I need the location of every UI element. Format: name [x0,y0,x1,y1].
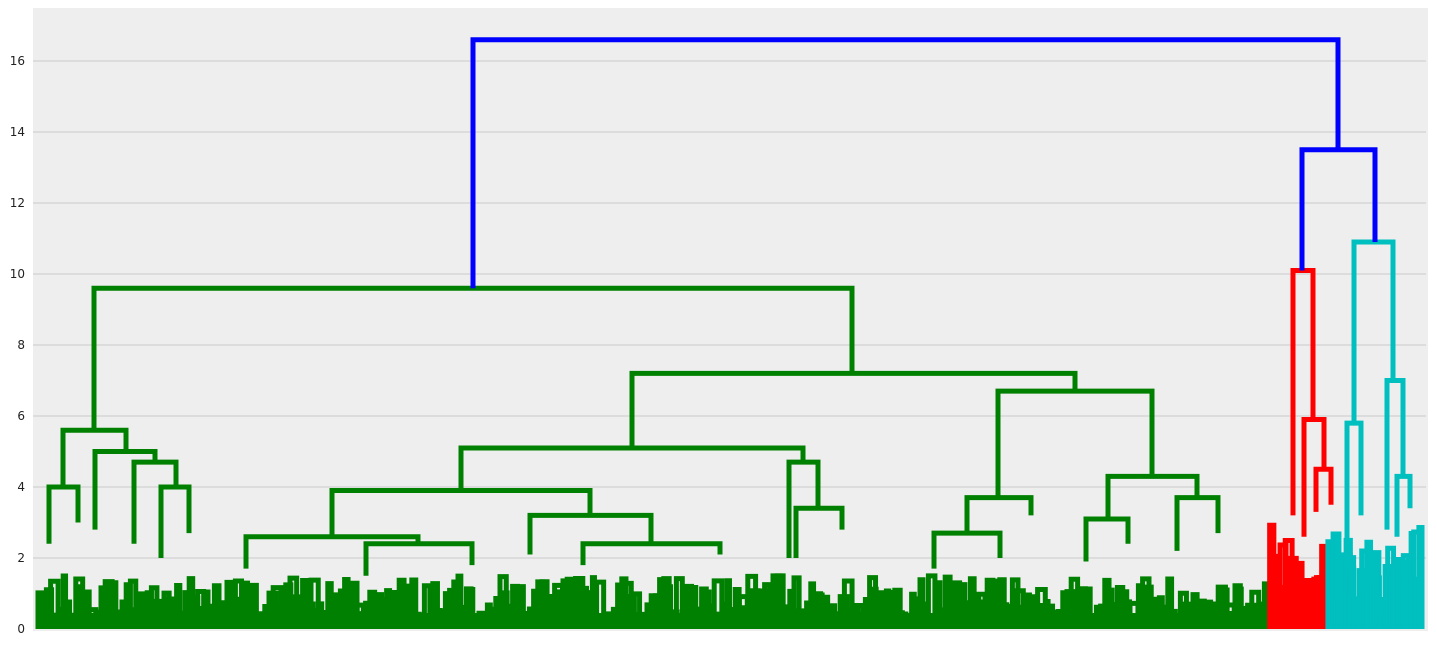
cluster-link-19 [1083,516,1131,562]
leaf-merge [518,584,526,629]
leaf-merge [934,580,943,629]
leaf-merge [1319,543,1328,629]
leaf-merge [791,575,802,629]
leaf-merge [455,573,464,629]
leaf-merge [1022,592,1032,629]
leaf-merge [841,578,855,629]
top-link-red-cyan [1299,147,1378,271]
cluster-link-14 [793,505,845,558]
y-tick-label-16: 16 [10,54,25,68]
cluster-link-1 [60,427,129,487]
cluster-link-7 [458,445,806,491]
cluster-link-18 [1105,473,1200,519]
plot-background [33,8,1428,631]
cluster-link-10 [363,541,475,576]
cluster-link-27 [1394,473,1413,537]
leaf-merge [892,587,903,629]
leaf-merge [371,592,385,629]
leaf-cluster-green [35,573,1270,629]
leaf-merge [48,578,61,629]
leaf-merge [1261,581,1270,629]
leaf-merge [1190,592,1200,629]
leaf-merge [174,582,183,629]
cluster-link-26 [1384,378,1406,530]
cluster-link-17 [931,530,1003,569]
leaf-merge [127,578,139,629]
y-tick-label-0: 0 [17,622,25,636]
leaf-merge [241,580,251,629]
y-tick-label-12: 12 [10,196,25,210]
leaf-merge [1374,575,1382,629]
leaf-merge [1081,586,1093,629]
cluster-link-2 [46,484,81,544]
y-tick-label-10: 10 [10,267,25,281]
leaf-merge [106,580,119,629]
cluster-link-12 [580,541,723,566]
leaf-merge [1348,555,1357,629]
cluster-link-3 [92,449,158,530]
leaf-merge [510,583,521,629]
leaf-merge [724,578,732,629]
y-tick-label-8: 8 [17,338,25,352]
y-axis-ticks: 0 2 4 6 8 10 12 14 16 [10,54,25,636]
cluster-link-23 [1313,466,1334,512]
cluster-link-5 [158,484,192,558]
leaf-merge [631,591,643,629]
leaf-merge [430,581,440,629]
cluster-link-25 [1344,420,1364,566]
leaf-merge [594,579,607,629]
leaf-cluster-cyan [1325,524,1425,629]
leaf-merge [1333,535,1341,629]
leaf-merge [1165,576,1175,629]
cluster-link-9 [243,534,421,569]
leaf-merge [665,584,674,629]
cluster-link-8 [329,488,593,537]
dendrogram-links [46,37,1413,576]
leaf-merge [409,577,419,629]
leaf-cluster-red [1267,522,1328,629]
leaf-clusters [35,522,1425,629]
leaf-merge [1416,524,1425,629]
top-link-root [470,37,1341,289]
cluster-link-4 [131,459,179,544]
leaf-merge [1144,584,1154,629]
y-tick-label-4: 4 [17,480,25,494]
cluster-link-13 [786,459,821,558]
y-tick-label-6: 6 [17,409,25,423]
cluster-link-22 [1301,417,1327,537]
leaf-merge [1269,553,1280,629]
leaf-merge [421,583,433,629]
cluster-link-16 [964,495,1034,534]
leaf-merge [967,576,977,629]
leaf-merge [249,582,259,629]
leaf-merge [468,586,476,629]
y-tick-label-14: 14 [10,125,25,139]
y-tick-label-2: 2 [17,551,25,565]
leaf-merge [539,579,550,629]
cluster-link-15 [995,388,1155,498]
cluster-link-20 [1174,495,1221,551]
leaf-merge [762,582,773,629]
leaf-merge [774,573,786,629]
grid-lines [33,60,1426,559]
cluster-link-6 [629,370,1078,448]
cluster-link-11 [527,512,654,555]
